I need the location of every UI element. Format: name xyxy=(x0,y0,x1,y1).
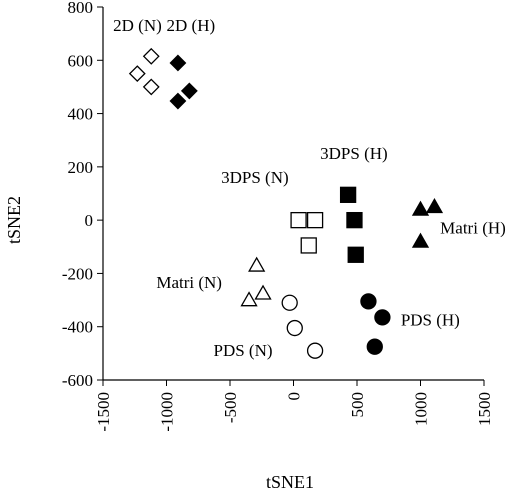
triangle-marker xyxy=(425,198,444,214)
y-tick-label: 400 xyxy=(68,105,94,124)
y-tick-label: 800 xyxy=(68,0,94,17)
y-tick-label: 200 xyxy=(68,158,94,177)
x-tick-label: -1000 xyxy=(158,392,177,432)
square-marker xyxy=(290,211,307,229)
x-tick-label: -500 xyxy=(221,392,240,423)
annotations: 2D (N) 2D (H) 3DPS (N) 3DPS (H) Matri (N) Mat… xyxy=(113,16,506,360)
circle-marker xyxy=(306,342,324,359)
series-annotation: 3DPS (H) xyxy=(320,144,388,163)
triangle-marker xyxy=(411,232,430,248)
square-marker xyxy=(347,246,364,263)
diamond-marker xyxy=(180,82,198,100)
y-tick-label: 600 xyxy=(68,51,94,70)
triangle-marker xyxy=(411,200,430,216)
series-annotation: PDS (N) xyxy=(213,341,272,360)
triangle-marker xyxy=(254,284,272,300)
diamond-marker xyxy=(128,65,146,83)
square-marker xyxy=(339,186,357,203)
y-tick-label: -600 xyxy=(62,371,93,390)
y-tick-label: -400 xyxy=(62,318,93,337)
series-annotation: 2D (H) xyxy=(167,16,216,35)
triangle-marker xyxy=(248,256,266,272)
triangle-marker xyxy=(240,291,258,307)
square-marker xyxy=(346,211,363,229)
circle-marker xyxy=(366,338,383,355)
diamond-marker xyxy=(169,54,187,72)
diamond-marker xyxy=(169,92,187,110)
y-tick-label: -200 xyxy=(62,264,93,283)
square-marker xyxy=(306,211,324,229)
x-tick-label: 500 xyxy=(348,392,367,418)
circle-marker xyxy=(360,293,377,310)
x-tick-label: -1500 xyxy=(94,392,113,432)
x-tick-label: 1000 xyxy=(412,392,431,426)
circle-marker xyxy=(281,294,298,311)
diamond-marker xyxy=(142,47,160,65)
x-tick-label: 0 xyxy=(285,392,304,401)
x-tick-label: 1500 xyxy=(475,392,494,426)
series-annotation: 3DPS (N) xyxy=(221,168,289,187)
circle-marker xyxy=(374,309,391,326)
series-annotation: 2D (N) xyxy=(113,16,162,35)
diamond-marker xyxy=(142,78,160,96)
square-marker xyxy=(300,237,317,254)
x-axis-title: tSNE1 xyxy=(266,472,314,492)
series-annotation: Matri (N) xyxy=(156,273,222,292)
circle-marker xyxy=(286,319,303,337)
series-annotation: Matri (H) xyxy=(440,218,506,237)
y-tick-label: 0 xyxy=(85,211,94,230)
x-axis: -1500 -1000 -500 0 500 1000 1500 xyxy=(94,379,494,432)
plot-markers xyxy=(128,47,444,359)
y-axis: -600 -400 -200 0 200 400 600 800 xyxy=(62,0,104,390)
y-axis-title: tSNE2 xyxy=(4,196,24,244)
series-annotation: PDS (H) xyxy=(401,310,460,329)
